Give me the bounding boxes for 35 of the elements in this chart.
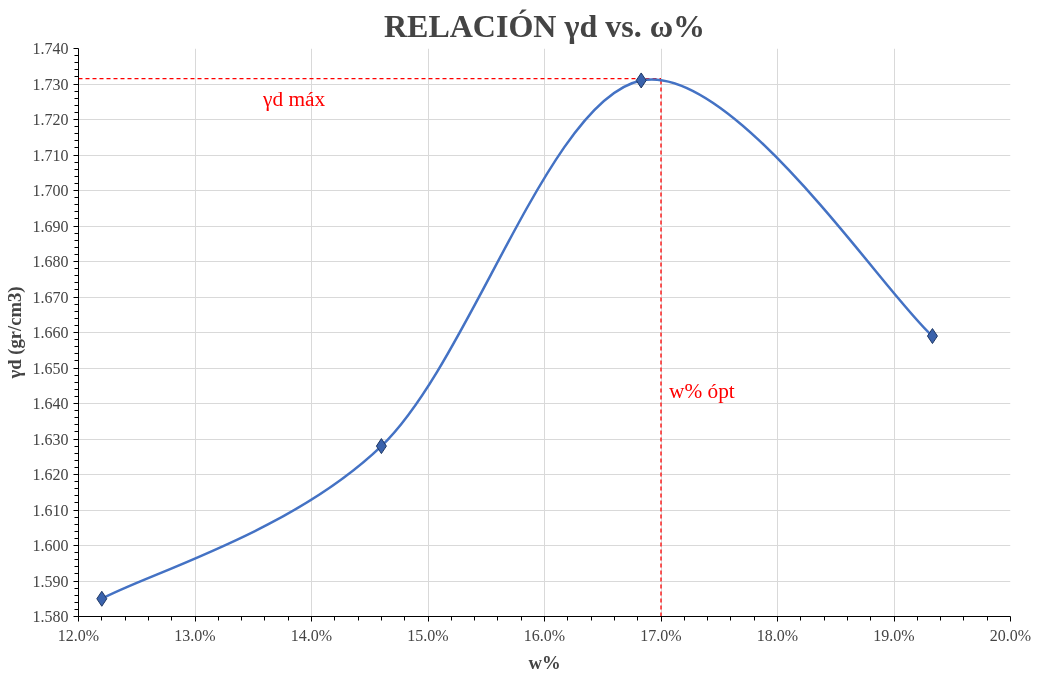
- y-tick-label: 1.700: [32, 182, 69, 199]
- chart-title: RELACIÓN γd vs. ω%: [383, 7, 706, 44]
- point: [635, 72, 647, 89]
- y-tick-label: 1.630: [32, 430, 69, 448]
- point: [375, 438, 387, 455]
- ref-line-label: γd máx: [261, 86, 326, 111]
- y-tick-label: 1.710: [32, 146, 69, 164]
- x-tick-label: 16.0%: [523, 626, 566, 644]
- x-axis-title: w%: [528, 651, 561, 673]
- x-tick-label: 17.0%: [640, 626, 682, 644]
- y-tick-label: 1.730: [32, 75, 69, 93]
- y-tick-label: 1.590: [32, 572, 69, 590]
- y-tick-label: 1.610: [32, 501, 69, 519]
- y-axis-title: γd (gr/cm3): [3, 286, 26, 380]
- x-tick-label: 14.0%: [290, 626, 333, 644]
- x-tick-label: 12.0%: [57, 626, 100, 644]
- y-tick-label: 1.670: [32, 288, 69, 306]
- x-tick-label: 19.0%: [873, 626, 915, 644]
- y-tick-label: 1.600: [32, 537, 69, 554]
- y-tick-label: 1.640: [32, 395, 69, 412]
- y-tick-label: 1.690: [32, 217, 69, 235]
- x-tick-label: 18.0%: [756, 626, 799, 644]
- point: [926, 328, 938, 345]
- point: [96, 590, 108, 607]
- y-tick-label: 1.740: [32, 40, 69, 57]
- y-tick-label: 1.660: [32, 324, 69, 341]
- y-tick-label: 1.580: [32, 608, 69, 625]
- x-tick-label: 20.0%: [989, 626, 1032, 644]
- y-tick-label: 1.720: [32, 111, 69, 128]
- y-tick-label: 1.650: [32, 359, 69, 377]
- x-tick-label: 13.0%: [174, 626, 216, 644]
- y-tick-label: 1.620: [32, 466, 69, 483]
- ref-line-label: w% ópt: [669, 378, 735, 403]
- x-tick-label: 15.0%: [407, 626, 449, 644]
- y-tick-label: 1.680: [32, 253, 69, 270]
